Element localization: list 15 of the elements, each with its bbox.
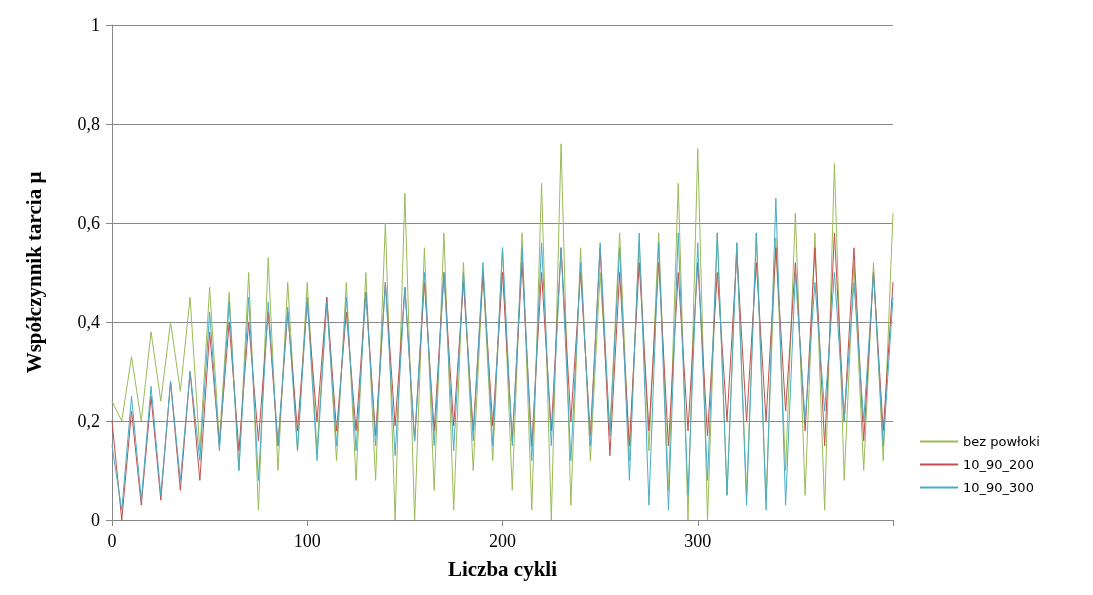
x-axis-title: Liczba cykli — [447, 556, 558, 581]
y-axis-title: Współczynnik tarcia μ — [21, 171, 46, 374]
x-tick-label: 100 — [293, 531, 321, 551]
y-tick-label: 1 — [91, 15, 100, 35]
y-tick-label: 0,2 — [77, 411, 100, 431]
y-tick-label: 0 — [91, 510, 100, 530]
x-tick-label: 200 — [489, 531, 516, 551]
legend-label: 10_90_200 — [963, 457, 1034, 472]
y-tick-label: 0,8 — [77, 114, 100, 134]
y-tick-label: 0,4 — [77, 312, 100, 332]
x-tick-label: 300 — [684, 531, 712, 551]
legend-label: bez powłoki — [963, 434, 1040, 449]
legend-label: 10_90_300 — [963, 480, 1034, 495]
y-tick-label: 0,6 — [77, 213, 100, 233]
x-tick-label: 0 — [107, 531, 117, 551]
